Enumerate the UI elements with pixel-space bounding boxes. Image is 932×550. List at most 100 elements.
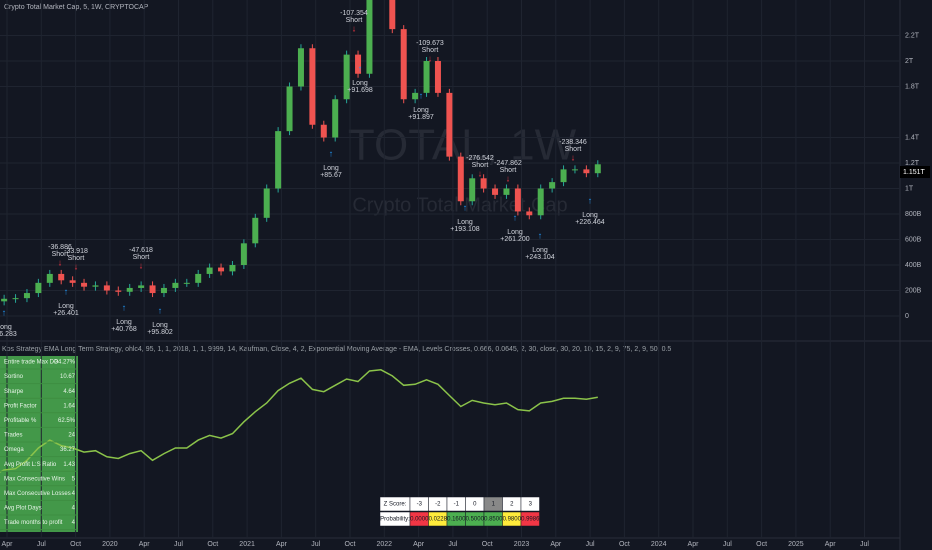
- y-tick-label: 200B: [905, 287, 922, 294]
- z-cell-text: 0.0228: [429, 517, 448, 523]
- signal-arrow: ↑: [513, 212, 518, 222]
- stat-label: Sortino: [4, 374, 24, 380]
- signal-arrow: ↓: [478, 168, 483, 178]
- signal-arrow: ↓: [58, 257, 63, 267]
- signal-arrow: ↓: [74, 261, 79, 271]
- stat-value: 36.27: [60, 447, 76, 453]
- candle: [240, 243, 247, 265]
- signal-arrow: ↓: [506, 173, 511, 183]
- signal-side: -276.542: [466, 155, 494, 162]
- z-cell: [520, 511, 540, 527]
- z-cell-text: 3: [529, 502, 533, 508]
- candle: [560, 169, 567, 183]
- candle: [492, 188, 499, 195]
- y-tick-label: 0: [905, 313, 909, 320]
- candle: [412, 92, 419, 100]
- candle: [355, 54, 362, 74]
- signal-pnl: Short: [500, 167, 517, 174]
- signal-arrow: ↑: [419, 90, 424, 100]
- candle: [195, 273, 202, 283]
- x-tick-label: Apr: [413, 541, 425, 548]
- x-tick-label: 2021: [239, 541, 255, 548]
- candle: [138, 285, 145, 288]
- signal-side: -33.918: [64, 248, 88, 255]
- candle: [183, 282, 190, 284]
- stat-label: Profit Factor: [4, 403, 37, 409]
- candle: [160, 287, 167, 294]
- signal-arrow: ↑: [64, 286, 69, 296]
- stat-value: 4.64: [63, 389, 75, 395]
- signal-pnl: Short: [422, 47, 439, 54]
- signal-side: Long: [152, 322, 168, 329]
- x-tick-label: Jul: [586, 541, 595, 548]
- y-tick-label: 1.8T: [905, 83, 920, 90]
- signal-pnl: +95.802: [147, 329, 173, 336]
- candle: [286, 86, 293, 132]
- stat-value: 62.5%: [58, 418, 76, 424]
- candle: [263, 188, 270, 218]
- stat-value: 10.67: [60, 374, 76, 380]
- candle: [103, 285, 110, 291]
- signal-arrow: ↑: [2, 307, 7, 317]
- candle: [81, 282, 88, 287]
- signal-pnl: Short: [472, 162, 489, 169]
- x-tick-label: Oct: [756, 541, 767, 548]
- candle: [58, 273, 65, 281]
- z-cell-text: -3: [417, 502, 423, 508]
- stat-value: 1.64: [63, 403, 75, 409]
- x-tick-label: Jul: [37, 541, 46, 548]
- candle: [480, 178, 487, 189]
- candle: [172, 282, 179, 288]
- x-tick-label: Oct: [345, 541, 356, 548]
- z-cell-text: -2: [435, 502, 441, 508]
- candle: [514, 188, 521, 212]
- candle: [594, 164, 601, 174]
- signal-pnl: +193.108: [450, 226, 479, 233]
- signal-side: -107.354: [340, 10, 368, 17]
- candle: [126, 287, 133, 292]
- signal-arrow: ↑: [158, 305, 163, 315]
- stats-table-bg: [0, 356, 78, 532]
- candle: [469, 178, 476, 202]
- candle: [549, 182, 556, 189]
- watermark-name: Crypto Total Market Cap: [352, 194, 567, 216]
- x-tick-label: Oct: [619, 541, 630, 548]
- candle: [115, 290, 122, 292]
- x-tick-label: Apr: [276, 541, 288, 548]
- z-cell-text: 0.9800: [503, 517, 522, 523]
- candle: [206, 267, 213, 274]
- z-cell-text: 0.8500: [484, 517, 503, 523]
- stat-label: Trades: [4, 433, 22, 439]
- candle: [389, 0, 396, 30]
- y-tick-label: 1T: [905, 185, 914, 192]
- stat-value: 1.43: [63, 462, 75, 468]
- signal-side: -238.346: [559, 139, 587, 146]
- candle: [332, 99, 339, 138]
- signal-side: -247.862: [494, 160, 522, 167]
- stat-label: Avg Profit L:S Ratio: [4, 462, 57, 468]
- candle: [320, 124, 327, 138]
- stat-label: Trade months to profit: [4, 520, 63, 526]
- x-tick-label: Jul: [448, 541, 457, 548]
- candle: [252, 217, 259, 244]
- signal-arrow: ↑: [329, 148, 334, 158]
- x-tick-label: Apr: [139, 541, 151, 548]
- candle: [69, 280, 76, 283]
- stat-label: Avg Plot Days: [4, 506, 42, 512]
- signal-pnl: +40.768: [111, 326, 137, 333]
- x-tick-label: Jul: [311, 541, 320, 548]
- z-cell-text: 0: [473, 502, 477, 508]
- stat-value: 4: [72, 491, 76, 497]
- candle: [537, 188, 544, 216]
- signal-side: Long: [116, 319, 132, 326]
- signal-arrow: ↓: [139, 260, 144, 270]
- y-tick-label: 600B: [905, 236, 922, 243]
- candle: [149, 285, 156, 294]
- signal-arrow: ↑: [463, 202, 468, 212]
- stat-label: Entire trade Max DD: [4, 360, 59, 366]
- indicator-title: Kos Strategy EMA Long Term Strategy, ohl…: [2, 346, 671, 353]
- stat-value: 24: [68, 433, 75, 439]
- candle: [275, 131, 282, 189]
- y-tick-label: 2.2T: [905, 32, 920, 39]
